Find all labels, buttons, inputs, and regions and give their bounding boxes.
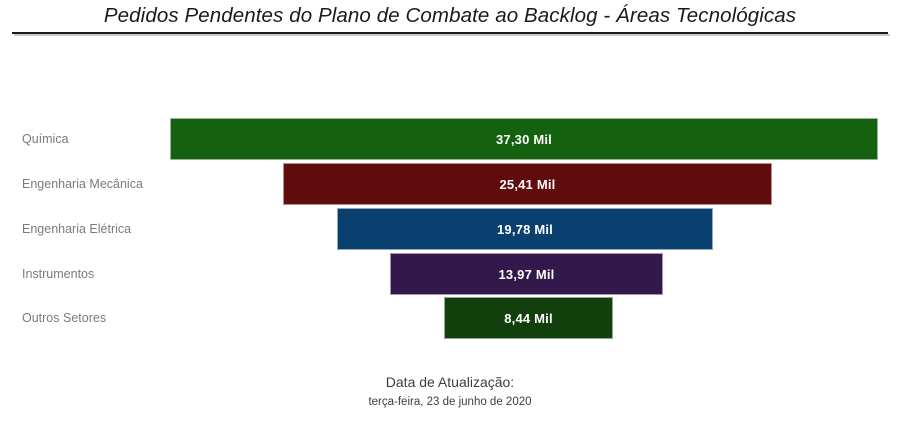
chart-row: Instrumentos 13,97 Mil — [0, 253, 900, 295]
funnel-chart: Química 37,30 Mil Engenharia Mecânica 25… — [0, 0, 900, 421]
bar-engenharia-mecanica[interactable]: 25,41 Mil — [283, 163, 772, 205]
bar-engenharia-eletrica[interactable]: 19,78 Mil — [337, 208, 713, 250]
chart-row: Engenharia Mecânica 25,41 Mil — [0, 163, 900, 205]
category-label: Outros Setores — [22, 297, 106, 339]
bar-value-label: 25,41 Mil — [500, 177, 556, 192]
funnel-chart-page: Pedidos Pendentes do Plano de Combate ao… — [0, 0, 900, 421]
chart-row: Engenharia Elétrica 19,78 Mil — [0, 208, 900, 250]
bar-value-label: 37,30 Mil — [496, 132, 552, 147]
bar-value-label: 8,44 Mil — [504, 311, 553, 326]
category-label: Engenharia Mecânica — [22, 163, 143, 205]
bar-outros-setores[interactable]: 8,44 Mil — [444, 297, 613, 339]
bar-instrumentos[interactable]: 13,97 Mil — [390, 253, 663, 295]
category-label: Instrumentos — [22, 253, 94, 295]
chart-row: Química 37,30 Mil — [0, 118, 900, 160]
category-label: Química — [22, 118, 69, 160]
bar-quimica[interactable]: 37,30 Mil — [170, 118, 878, 160]
bar-value-label: 19,78 Mil — [497, 222, 553, 237]
category-label: Engenharia Elétrica — [22, 208, 131, 250]
chart-row: Outros Setores 8,44 Mil — [0, 297, 900, 339]
update-label: Data de Atualização: — [0, 374, 900, 390]
bar-value-label: 13,97 Mil — [499, 267, 555, 282]
update-date: terça-feira, 23 de junho de 2020 — [0, 396, 900, 408]
